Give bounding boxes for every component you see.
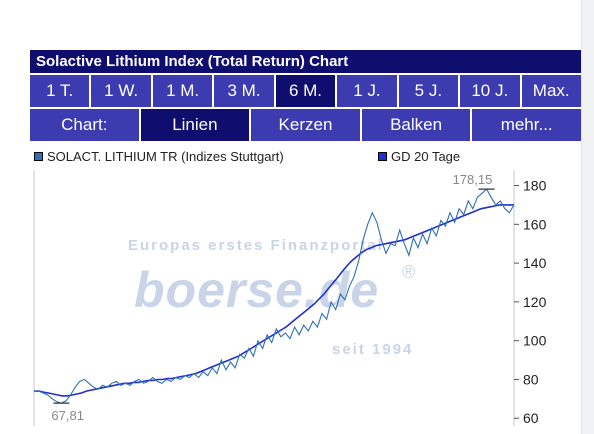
legend-item-price: SOLACT. LITHIUM TR (Indizes Stuttgart): [34, 149, 284, 164]
chart-widget: Solactive Lithium Index (Total Return) C…: [30, 50, 581, 434]
chart-type-0[interactable]: Linien: [140, 109, 250, 141]
chart-type-label: Chart:: [30, 109, 139, 141]
page-scrollbar-strip[interactable]: [581, 0, 594, 434]
watermark-slogan: Europas erstes Finanzportal: [128, 237, 384, 254]
y-tick-label: 80: [523, 371, 539, 387]
y-tick-label: 140: [523, 255, 547, 271]
chart-type-tabs: Chart: Linien Kerzen Balken mehr...: [30, 109, 581, 141]
y-tick-label: 60: [523, 410, 539, 426]
period-tab-7[interactable]: 10 J.: [460, 75, 520, 107]
legend-label-ma: GD 20 Tage: [391, 149, 461, 164]
legend-item-ma: GD 20 Tage: [378, 149, 460, 164]
y-tick-label: 160: [523, 216, 547, 232]
chart-title: Solactive Lithium Index (Total Return) C…: [30, 50, 581, 73]
chart-legend: SOLACT. LITHIUM TR (Indizes Stuttgart) G…: [34, 149, 574, 165]
max-label: 178,15: [453, 172, 493, 187]
watermark-registered: ®: [402, 262, 417, 282]
price-chart: Europas erstes Finanzportal boerse.de ® sei…: [33, 170, 547, 426]
min-label: 67,81: [51, 408, 84, 423]
period-tab-0[interactable]: 1 T.: [30, 75, 90, 107]
period-tabs: 1 T. 1 W. 1 M. 3 M. 6 M. 1 J. 5 J. 10 J. Max.: [30, 75, 581, 107]
watermark-brand: boerse.de: [134, 262, 379, 318]
chart-type-3[interactable]: mehr...: [472, 109, 581, 141]
period-tab-8[interactable]: Max.: [521, 75, 581, 107]
period-tab-2[interactable]: 1 M.: [152, 75, 213, 107]
legend-label-price: SOLACT. LITHIUM TR (Indizes Stuttgart): [47, 149, 284, 164]
y-tick-label: 100: [523, 333, 547, 349]
legend-swatch-price: [34, 152, 43, 161]
period-tab-5[interactable]: 1 J.: [337, 75, 397, 107]
chart-type-2[interactable]: Balken: [361, 109, 471, 141]
chart-type-1[interactable]: Kerzen: [251, 109, 360, 141]
chart-annotations: 178,15 67,81: [51, 172, 495, 423]
y-tick-label: 120: [523, 294, 547, 310]
period-tab-4[interactable]: 6 M.: [275, 75, 336, 107]
series-line-price: [34, 188, 515, 404]
y-axis: 60 80 100 120 140 160 180: [514, 178, 547, 426]
period-tab-6[interactable]: 5 J.: [398, 75, 459, 107]
boerse-watermark: Europas erstes Finanzportal boerse.de ® sei…: [128, 237, 417, 358]
watermark-since: seit 1994: [332, 341, 413, 358]
y-tick-label: 180: [523, 178, 547, 194]
period-tab-3[interactable]: 3 M.: [214, 75, 274, 107]
legend-swatch-ma: [378, 152, 387, 161]
period-tab-1[interactable]: 1 W.: [91, 75, 151, 107]
